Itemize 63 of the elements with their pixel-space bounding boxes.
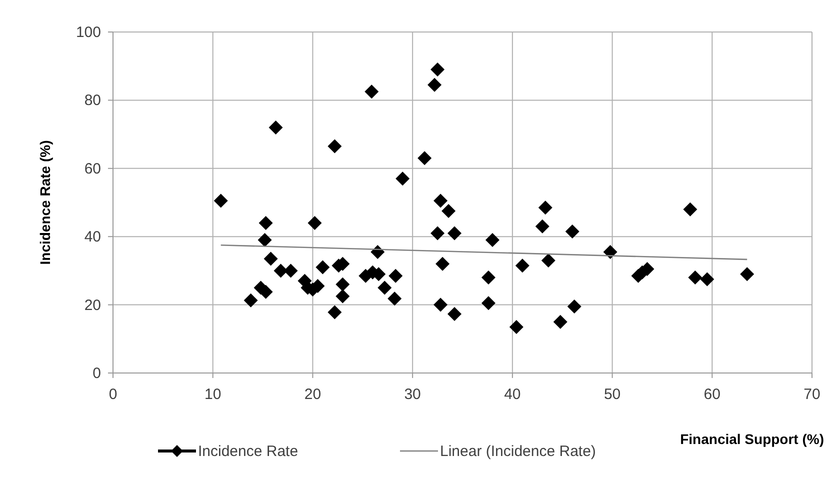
point [509, 320, 524, 334]
point [388, 268, 403, 283]
point [378, 280, 392, 295]
point [364, 84, 379, 99]
y-tick-label: 20 [84, 296, 101, 314]
point [328, 305, 342, 320]
point [274, 264, 288, 278]
point [442, 204, 456, 218]
x-axis-title: Financial Support (%) [680, 431, 824, 447]
y-axis-title: Incidence Rate (%) [37, 140, 53, 265]
point [428, 78, 442, 92]
point [430, 62, 445, 77]
point [268, 120, 283, 134]
x-tick-label: 40 [504, 386, 521, 403]
legend-label: Linear (Incidence Rate) [440, 443, 596, 460]
point [308, 216, 322, 230]
point [448, 307, 462, 322]
y-tick-label: 100 [76, 24, 101, 41]
point [448, 226, 462, 240]
point [485, 233, 500, 248]
point [258, 233, 272, 248]
legend-label: Incidence Rate [198, 443, 298, 460]
y-tick-label: 80 [84, 92, 101, 110]
point [481, 270, 496, 285]
point [336, 277, 350, 292]
point [683, 202, 698, 216]
point [284, 264, 298, 278]
y-tick-label: 40 [84, 228, 101, 246]
point [434, 194, 448, 208]
point [688, 270, 702, 285]
point [515, 258, 530, 273]
x-tick-label: 0 [108, 386, 118, 403]
point [541, 253, 556, 268]
point [396, 172, 410, 186]
point [388, 292, 402, 306]
point [316, 260, 330, 274]
point [436, 256, 450, 271]
point [567, 300, 582, 314]
y-tick-label: 60 [84, 160, 101, 178]
point [418, 151, 432, 166]
point [740, 267, 754, 282]
x-tick-label: 20 [304, 386, 322, 403]
point [603, 244, 618, 259]
point [336, 289, 350, 304]
point [430, 226, 445, 240]
point [553, 314, 568, 329]
point [538, 200, 552, 215]
point [565, 224, 580, 238]
point [258, 216, 273, 230]
x-tick-label: 70 [804, 386, 820, 403]
point [264, 252, 278, 266]
x-tick-label: 60 [704, 386, 720, 403]
x-tick-label: 10 [204, 386, 222, 403]
point [535, 219, 550, 234]
x-tick-label: 30 [404, 386, 421, 403]
x-tick-label: 50 [604, 386, 621, 403]
point [481, 296, 496, 310]
point [434, 298, 448, 312]
point [244, 293, 258, 308]
point [700, 272, 714, 286]
point [214, 194, 228, 208]
point [328, 139, 342, 154]
y-tick-label: 0 [92, 365, 101, 382]
